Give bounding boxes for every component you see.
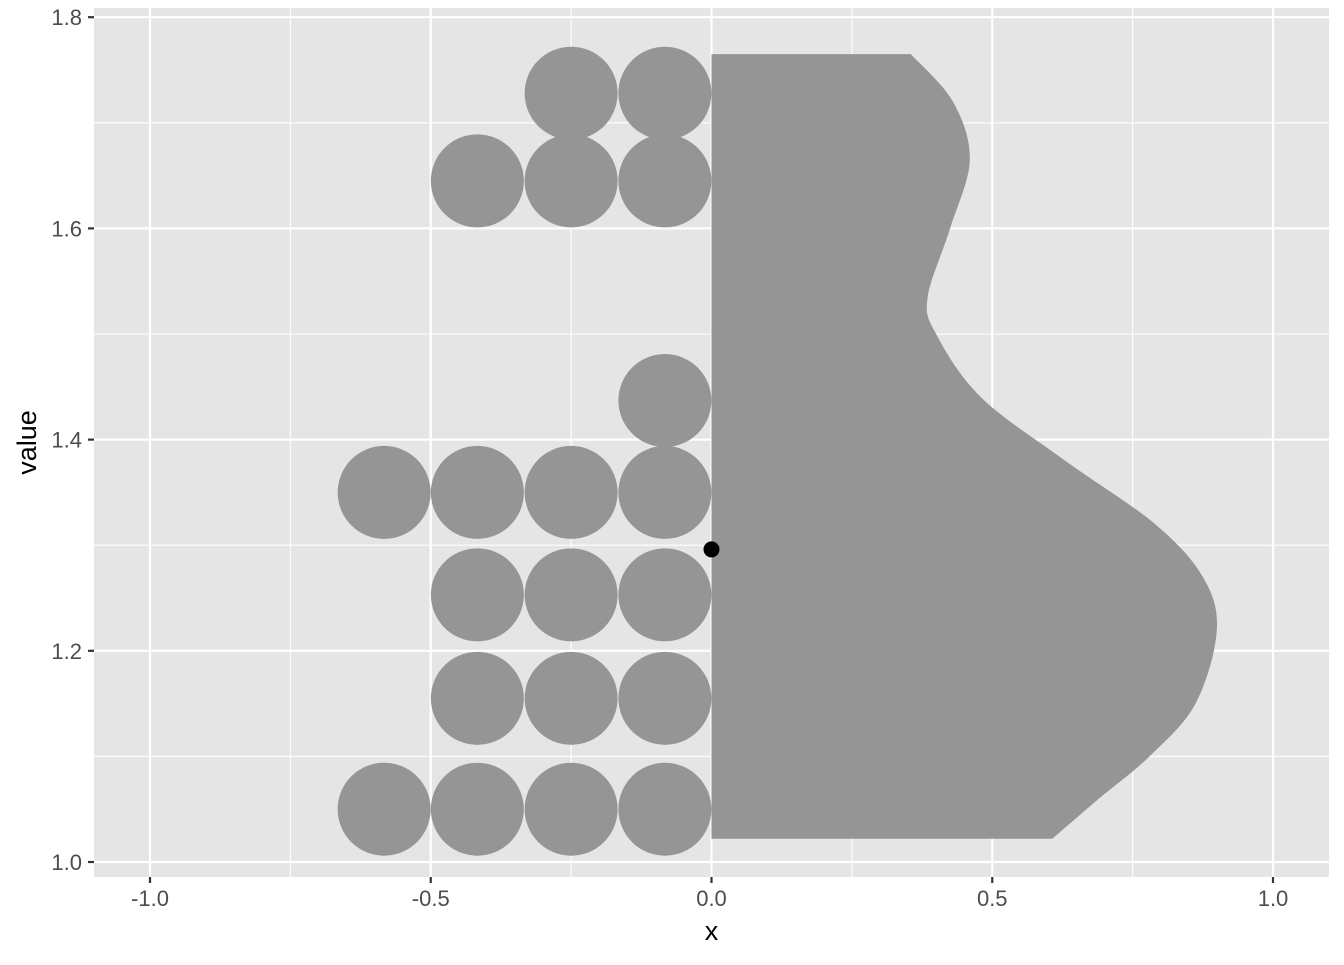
dot bbox=[430, 651, 524, 745]
dot bbox=[618, 651, 712, 745]
dot bbox=[524, 46, 618, 140]
y-axis: 1.0 1.2 1.4 1.6 1.8 bbox=[51, 5, 94, 875]
x-tick-label: -1.0 bbox=[131, 886, 169, 911]
dot bbox=[337, 445, 431, 539]
y-axis-title: value bbox=[12, 410, 42, 475]
dot bbox=[618, 134, 712, 228]
y-tick-label: 1.8 bbox=[51, 5, 82, 30]
dot bbox=[524, 548, 618, 642]
y-tick-label: 1.4 bbox=[51, 428, 82, 453]
dot bbox=[524, 445, 618, 539]
dot bbox=[524, 762, 618, 856]
dot bbox=[524, 651, 618, 745]
mean-point bbox=[703, 541, 720, 558]
dot bbox=[524, 134, 618, 228]
dot bbox=[618, 762, 712, 856]
dot bbox=[618, 354, 712, 448]
y-tick-label: 1.0 bbox=[51, 850, 82, 875]
x-axis: -1.0 -0.5 0.0 0.5 1.0 bbox=[131, 877, 1288, 911]
dot bbox=[430, 134, 524, 228]
half-violin bbox=[711, 54, 1218, 839]
x-axis-title: x bbox=[705, 916, 719, 946]
dot bbox=[430, 445, 524, 539]
dot bbox=[430, 762, 524, 856]
y-tick-label: 1.6 bbox=[51, 216, 82, 241]
x-tick-label: -0.5 bbox=[412, 886, 450, 911]
dot bbox=[618, 445, 712, 539]
x-tick-label: 0.0 bbox=[696, 886, 727, 911]
dot bbox=[337, 762, 431, 856]
dot bbox=[618, 548, 712, 642]
dot bbox=[618, 46, 712, 140]
dot-stack bbox=[337, 46, 712, 856]
x-tick-label: 0.5 bbox=[977, 886, 1008, 911]
y-tick-label: 1.2 bbox=[51, 639, 82, 664]
dot bbox=[430, 548, 524, 642]
x-tick-label: 1.0 bbox=[1258, 886, 1289, 911]
